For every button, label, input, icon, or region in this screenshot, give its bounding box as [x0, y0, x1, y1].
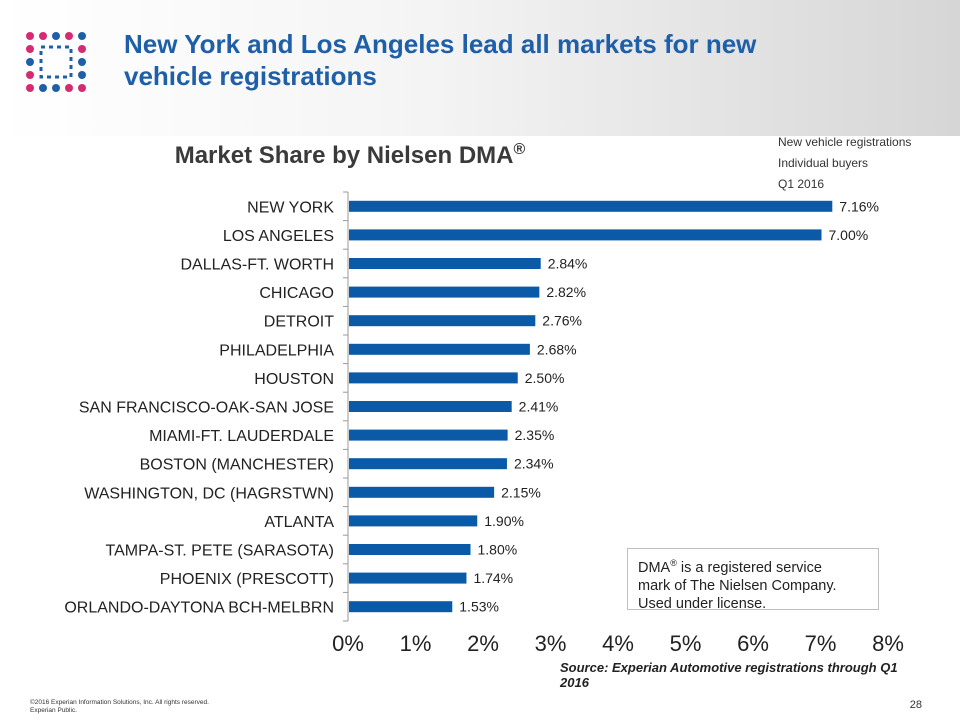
- category-label: TAMPA-ST. PETE (SARASOTA): [106, 543, 334, 560]
- chart-legend-text: New vehicle registrations Individual buy…: [778, 132, 948, 195]
- x-tick-label: 0%: [332, 631, 364, 656]
- category-label: SAN FRANCISCO-OAK-SAN JOSE: [79, 400, 334, 417]
- bar: [349, 258, 541, 269]
- bar: [349, 200, 833, 212]
- category-label: DETROIT: [264, 314, 334, 331]
- bar-value-label: 1.90%: [484, 513, 524, 529]
- copyright-text: ©2016 Experian Information Solutions, In…: [30, 699, 209, 706]
- bar-value-label: 2.35%: [515, 427, 555, 443]
- category-label: BOSTON (MANCHESTER): [140, 457, 334, 474]
- bar: [349, 601, 453, 613]
- bar-value-label: 7.00%: [829, 227, 869, 243]
- x-tick-label: 2%: [467, 631, 499, 656]
- logo-dot: [52, 32, 60, 40]
- category-label: HOUSTON: [254, 371, 334, 388]
- slide-title: New York and Los Angeles lead all market…: [124, 28, 924, 92]
- logo-dot: [65, 84, 73, 92]
- slide-title-line-2: vehicle registrations: [124, 61, 377, 91]
- legend-line-1: New vehicle registrations: [778, 135, 912, 149]
- note-line-1-rest: is a registered service: [676, 559, 822, 576]
- bar: [349, 486, 495, 498]
- bar-value-label: 2.68%: [537, 341, 577, 357]
- category-label: DALLAS-FT. WORTH: [181, 257, 335, 274]
- chart-title-registered-mark: ®: [513, 141, 526, 158]
- logo-dot: [78, 45, 86, 53]
- bar-value-label: 2.15%: [501, 484, 541, 500]
- bar-value-label: 1.53%: [459, 599, 499, 615]
- bar: [349, 315, 536, 327]
- experian-logo-icon: [26, 32, 86, 92]
- x-tick-label: 5%: [670, 631, 702, 656]
- logo-dot: [26, 71, 34, 79]
- dma-note-box: DMA® is a registered service mark of The…: [627, 548, 879, 612]
- bar: [349, 544, 471, 555]
- x-tick-label: 1%: [400, 631, 432, 656]
- category-label: NEW YORK: [247, 199, 334, 216]
- bar: [349, 343, 530, 355]
- logo-dot: [26, 45, 34, 53]
- category-label: ORLANDO-DAYTONA BCH-MELBRN: [64, 600, 334, 617]
- category-label: PHILADELPHIA: [219, 342, 334, 359]
- bar: [349, 458, 507, 470]
- bar-chart: NEW YORK 7.16% LOS ANGELES 7.00% DALLAS-FT. …: [64, 191, 904, 656]
- logo-dot: [78, 84, 86, 92]
- bar-value-label: 2.50%: [525, 370, 565, 386]
- logo-dot: [52, 84, 60, 92]
- logo-dot: [39, 32, 47, 40]
- slide-title-line-1: New York and Los Angeles lead all market…: [124, 29, 757, 59]
- logo-dot: [65, 32, 73, 40]
- category-label: WASHINGTON, DC (HAGRSTWN): [84, 485, 334, 502]
- bar-value-label: 1.80%: [478, 542, 518, 558]
- category-label: LOS ANGELES: [223, 228, 334, 245]
- x-tick-label: 3%: [535, 631, 567, 656]
- bar-value-label: 1.74%: [473, 570, 513, 586]
- category-label: PHOENIX (PRESCOTT): [160, 571, 334, 588]
- logo-dot: [26, 58, 34, 66]
- x-tick-label: 6%: [737, 631, 769, 656]
- logo-dot: [26, 84, 34, 92]
- bar-value-label: 2.82%: [546, 284, 586, 300]
- bar: [349, 372, 518, 384]
- note-line-1: DMA® is a registered service: [638, 554, 868, 577]
- bar-value-label: 2.84%: [548, 256, 588, 272]
- note-registered-mark: ®: [670, 558, 677, 568]
- x-tick-label: 7%: [805, 631, 837, 656]
- logo-dot: [39, 84, 47, 92]
- header-band: [0, 0, 960, 136]
- bar-value-label: 2.34%: [514, 456, 554, 472]
- legend-line-3: Q1 2016: [778, 177, 825, 191]
- bar: [349, 401, 512, 412]
- logo-inner-square: [39, 45, 73, 79]
- bar: [349, 572, 467, 584]
- note-line-3: Used under license.: [638, 595, 767, 612]
- bar: [349, 515, 478, 527]
- category-label: ATLANTA: [264, 514, 334, 531]
- bar: [349, 286, 540, 298]
- footer-copyright: ©2016 Experian Information Solutions, In…: [30, 699, 209, 715]
- chart-title-text: Market Share by Nielsen DMA: [174, 142, 514, 169]
- note-dma-text: DMA: [638, 559, 671, 576]
- bar-value-label: 2.41%: [519, 399, 559, 415]
- x-tick-label: 8%: [872, 631, 904, 656]
- logo-dot: [26, 32, 34, 40]
- category-label: MIAMI-FT. LAUDERDALE: [149, 428, 334, 445]
- logo-dot: [78, 32, 86, 40]
- x-tick-label: 4%: [602, 631, 634, 656]
- bar: [349, 229, 822, 241]
- chart-title: Market Share by Nielsen DMA®: [0, 142, 700, 170]
- bar: [349, 429, 508, 441]
- logo-dot: [78, 58, 86, 66]
- logo-dot: [78, 71, 86, 79]
- bar-value-label: 2.76%: [542, 313, 582, 329]
- classification-text: Experian Public.: [30, 707, 77, 714]
- legend-line-2: Individual buyers: [778, 156, 869, 170]
- bar-value-label: 7.16%: [839, 198, 879, 214]
- note-line-2: mark of The Nielsen Company.: [638, 577, 837, 594]
- page-number: 28: [909, 699, 922, 711]
- chart-source: Source: Experian Automotive registration…: [560, 660, 898, 690]
- category-label: CHICAGO: [259, 285, 334, 302]
